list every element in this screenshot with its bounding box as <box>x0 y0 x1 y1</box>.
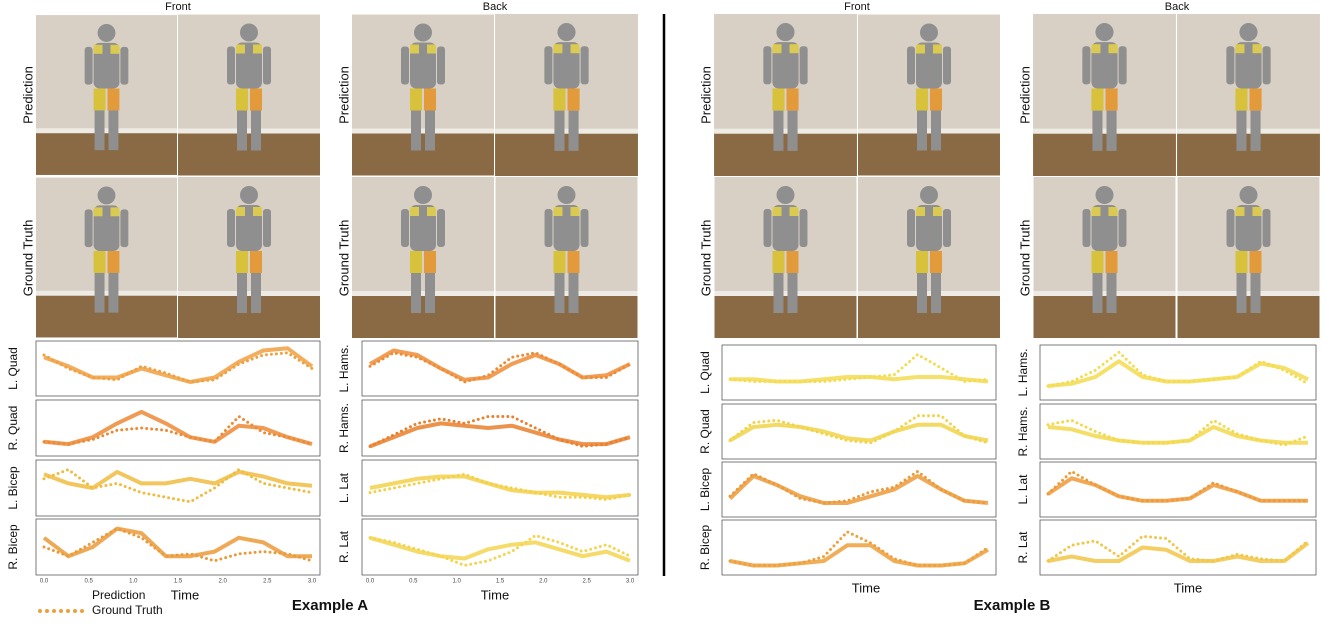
back-header: Back <box>1165 1 1190 13</box>
example-title: Example A <box>292 597 368 614</box>
plot-frame <box>36 400 320 456</box>
y-axis-label: R. Lat <box>1016 531 1030 564</box>
legend-label: Prediction <box>92 588 145 602</box>
plot-frame <box>36 519 320 575</box>
x-axis-label: Time <box>852 580 880 595</box>
front-header: Front <box>165 1 191 13</box>
x-axis-label: Time <box>1174 580 1202 595</box>
y-axis-label: R. Bicep <box>698 525 712 571</box>
x-tick-label: 3.0 <box>626 579 635 585</box>
y-axis-label: R. Bicep <box>6 524 20 570</box>
x-axis-label: Time <box>171 587 199 602</box>
y-axis-label: R. Hams. <box>1016 406 1030 456</box>
legend: Prediction Ground Truth <box>38 588 163 617</box>
row-label: Ground Truth <box>336 220 351 297</box>
x-tick-label: 1.5 <box>496 579 505 585</box>
x-tick-label: 0.5 <box>409 579 418 585</box>
x-tick-label: 1.5 <box>174 579 183 585</box>
x-tick-label: 0.5 <box>84 579 93 585</box>
y-axis-label: L. Bicep <box>698 467 712 511</box>
row-label: Prediction <box>20 66 35 124</box>
y-axis-label: L. Bicep <box>6 466 20 510</box>
row-label: Prediction <box>1017 66 1032 124</box>
legend-label: Ground Truth <box>92 603 163 617</box>
plot-frame <box>36 460 320 516</box>
x-tick-label: 0.0 <box>366 579 375 585</box>
row-label: Ground Truth <box>1017 220 1032 297</box>
x-tick-label: 2.5 <box>582 579 591 585</box>
x-tick-label: 3.0 <box>308 579 317 585</box>
plot-frame <box>1040 345 1316 400</box>
row-label: Prediction <box>336 66 351 124</box>
x-tick-label: 2.0 <box>539 579 548 585</box>
x-axis-label: Time <box>481 587 509 602</box>
row-label: Prediction <box>698 66 713 124</box>
back-header: Back <box>483 1 508 13</box>
plot-frame <box>1040 462 1316 517</box>
row-label: Ground Truth <box>698 220 713 297</box>
x-tick-label: 1.0 <box>452 579 461 585</box>
front-header: Front <box>844 1 870 13</box>
row-label: Ground Truth <box>20 220 35 297</box>
y-axis-label: R. Quad <box>698 409 712 454</box>
x-tick-label: 0.0 <box>40 579 49 585</box>
plot-frame <box>722 345 996 400</box>
y-axis-label: L. Lat <box>337 472 351 503</box>
y-axis-label: L. Lat <box>1016 474 1030 505</box>
y-axis-label: L. Quad <box>698 351 712 394</box>
y-axis-label: L. Hams. <box>337 344 351 392</box>
y-axis-label: R. Quad <box>6 406 20 451</box>
plot-frame <box>722 462 996 517</box>
y-axis-label: R. Lat <box>337 530 351 563</box>
x-tick-label: 2.0 <box>218 579 227 585</box>
example-title: Example B <box>974 597 1051 614</box>
y-axis-label: R. Hams. <box>337 403 351 453</box>
y-axis-label: L. Quad <box>6 347 20 390</box>
figure: Front Back Front Back Prediction Ground … <box>0 0 1327 619</box>
y-axis-label: L. Hams. <box>1016 348 1030 396</box>
x-tick-label: 2.5 <box>263 579 272 585</box>
x-tick-label: 1.0 <box>129 579 138 585</box>
